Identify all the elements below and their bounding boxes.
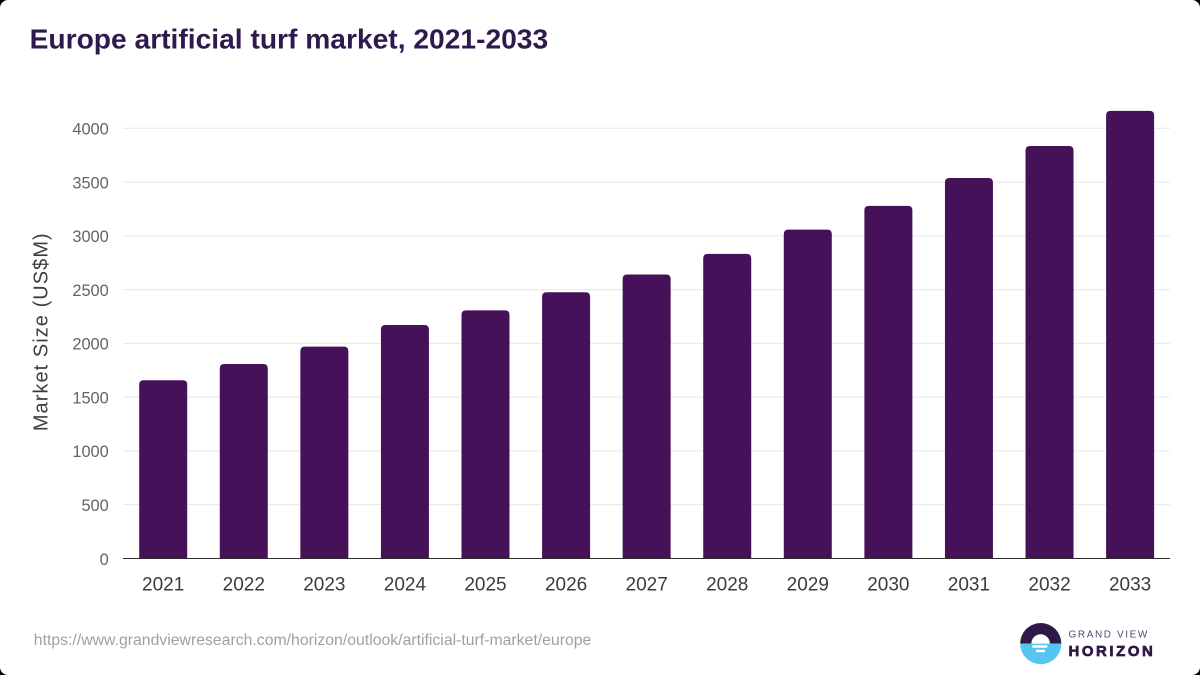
svg-text:2023: 2023 xyxy=(303,575,345,596)
svg-text:2024: 2024 xyxy=(384,575,427,596)
svg-text:0: 0 xyxy=(100,551,109,569)
svg-text:2028: 2028 xyxy=(706,575,748,596)
svg-text:2032: 2032 xyxy=(1028,575,1070,596)
svg-text:HORIZON: HORIZON xyxy=(1069,644,1156,660)
svg-text:2026: 2026 xyxy=(545,575,587,596)
svg-text:4000: 4000 xyxy=(72,121,108,139)
svg-text:3000: 3000 xyxy=(72,228,108,246)
svg-text:Market Size (US$M): Market Size (US$M) xyxy=(30,232,52,431)
svg-text:Europe artificial turf market,: Europe artificial turf market, 2021-2033 xyxy=(30,23,549,55)
svg-text:2033: 2033 xyxy=(1109,575,1151,596)
svg-text:2022: 2022 xyxy=(223,575,265,596)
svg-text:2029: 2029 xyxy=(787,575,829,596)
svg-text:1500: 1500 xyxy=(72,389,108,407)
svg-text:2025: 2025 xyxy=(464,575,506,596)
svg-text:2021: 2021 xyxy=(142,575,184,596)
svg-text:2500: 2500 xyxy=(72,282,108,300)
svg-text:1000: 1000 xyxy=(72,443,108,461)
svg-text:3500: 3500 xyxy=(72,174,108,192)
svg-text:2000: 2000 xyxy=(72,336,108,354)
svg-text:https://www.grandviewresearch.: https://www.grandviewresearch.com/horizo… xyxy=(34,632,592,649)
svg-text:500: 500 xyxy=(81,497,108,515)
svg-text:2030: 2030 xyxy=(867,575,909,596)
svg-text:2027: 2027 xyxy=(626,575,668,596)
svg-text:GRAND VIEW: GRAND VIEW xyxy=(1069,630,1149,641)
svg-text:2031: 2031 xyxy=(948,575,990,596)
